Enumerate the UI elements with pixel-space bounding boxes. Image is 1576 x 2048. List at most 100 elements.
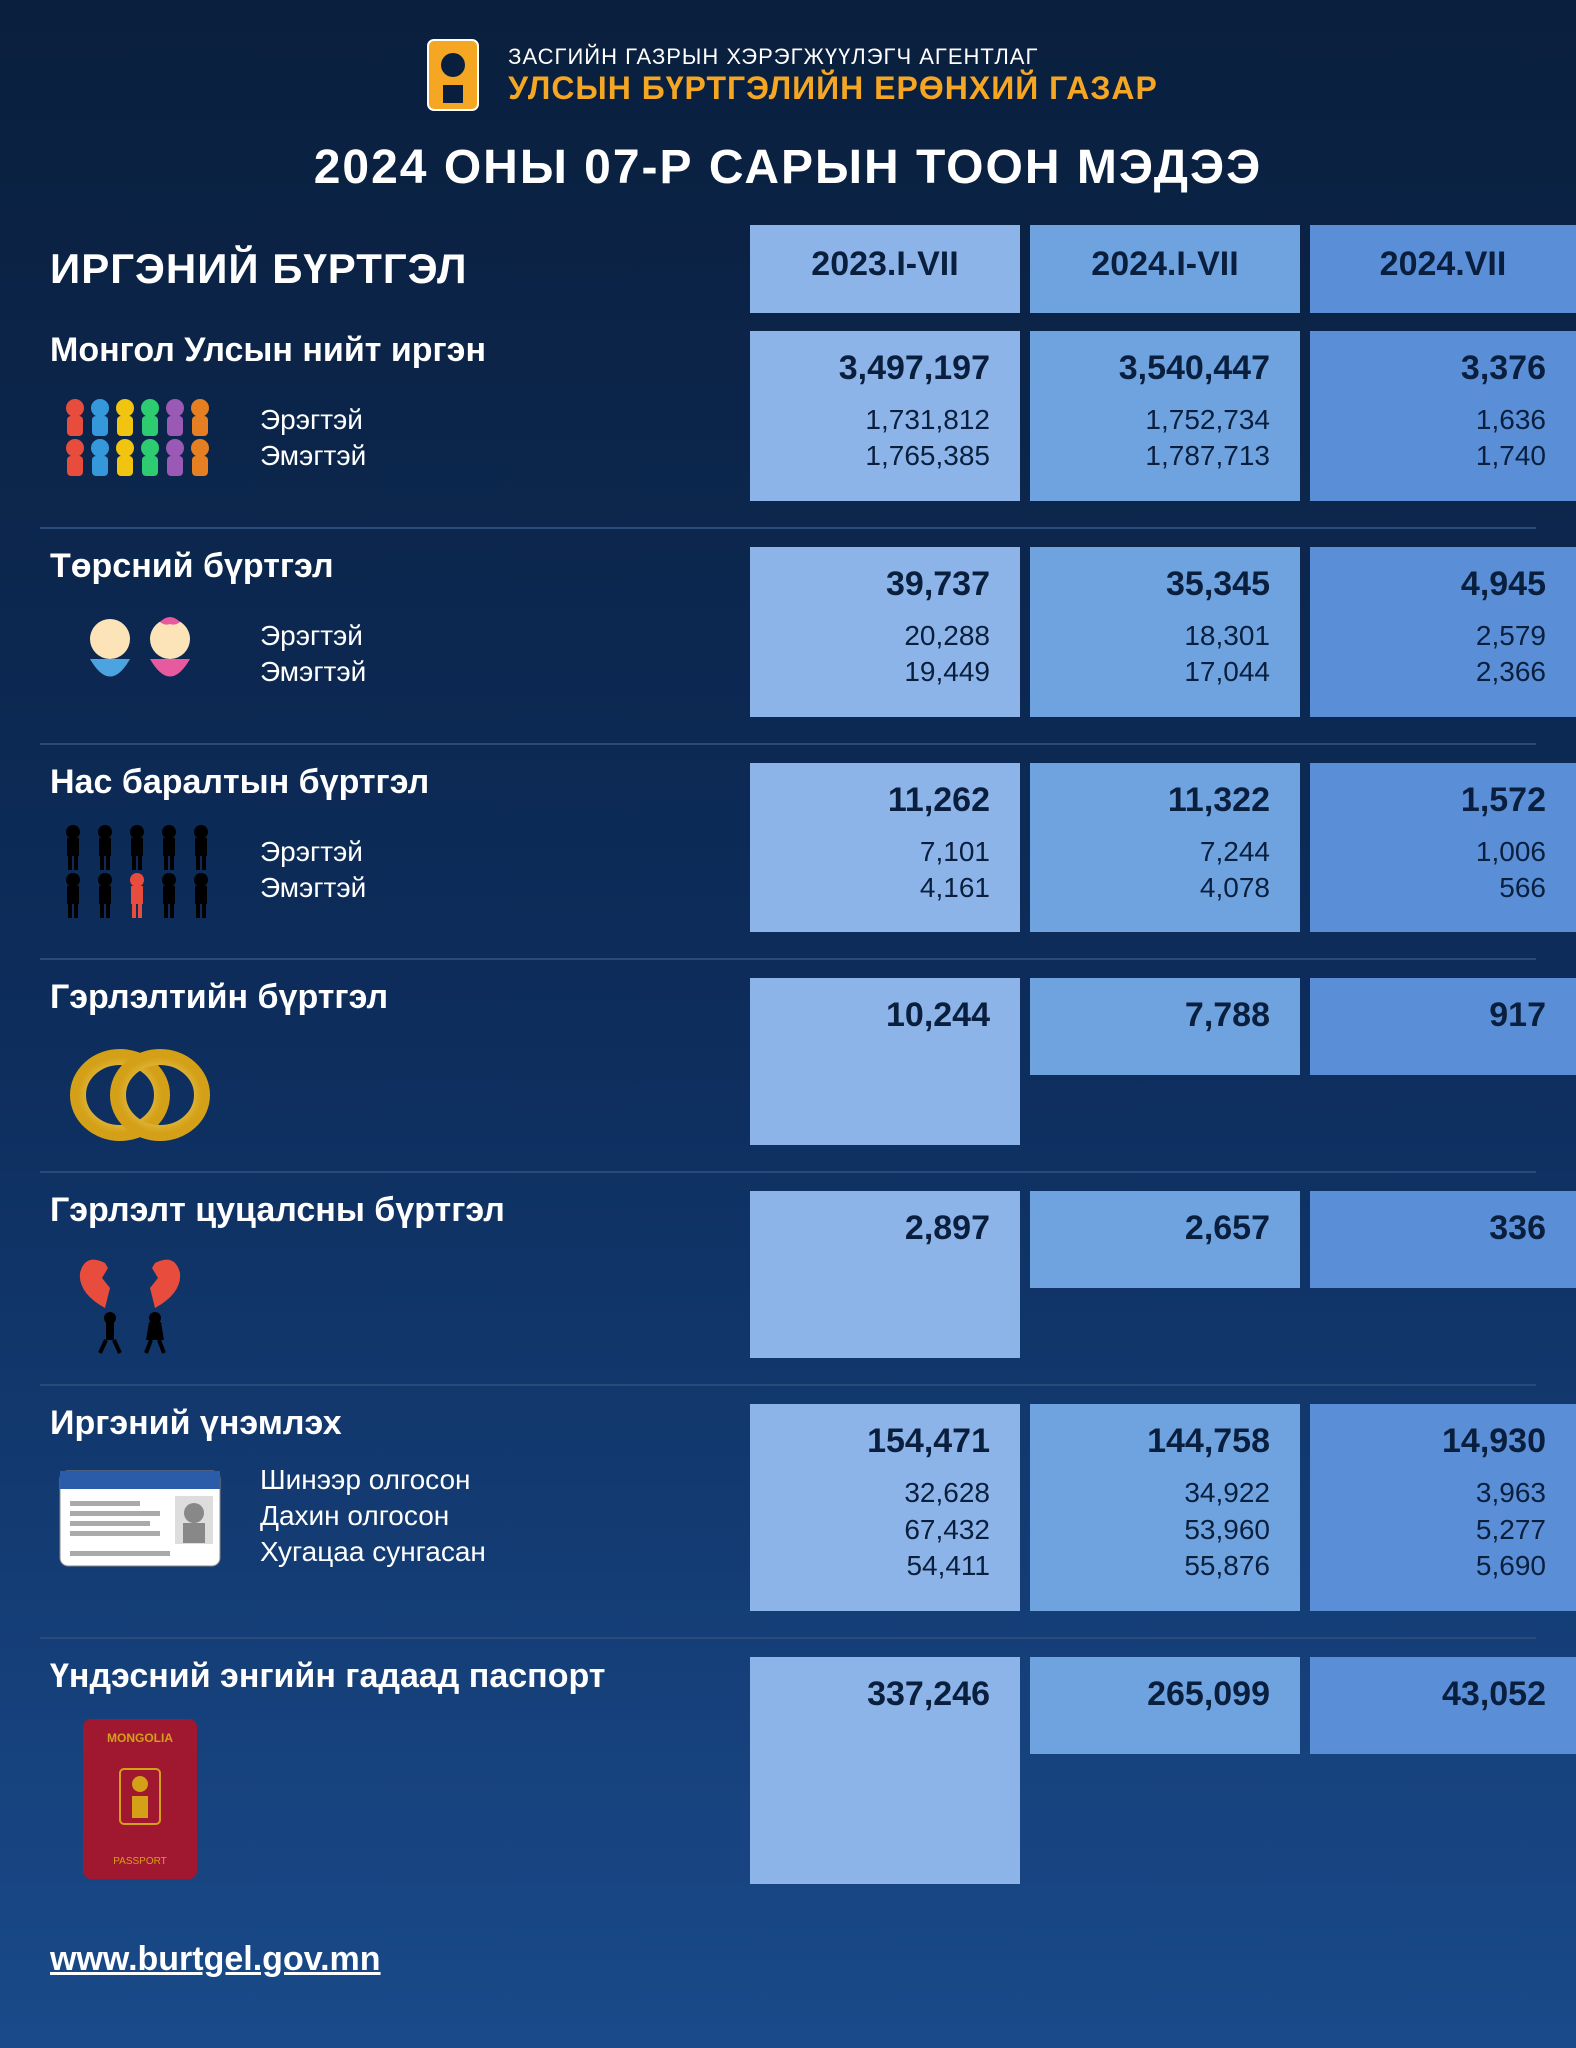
row-label-cell: Төрсний бүртгэл Эрэгтэй Эмэгтэй (40, 547, 740, 704)
value-sub: 18,301 (1040, 618, 1270, 654)
sub-label: Дахин олгосон (260, 1500, 486, 1532)
row-label-cell: Иргэний үнэмлэхШинээр олгосонДахин олгос… (40, 1404, 740, 1571)
value-main: 144,758 (1040, 1422, 1270, 1461)
data-row: Үндэсний энгийн гадаад паспорт MONGOLIA PA… (40, 1639, 1536, 1910)
value-sub: 1,731,812 (760, 402, 990, 438)
sub-label: Эмэгтэй (260, 440, 366, 472)
data-row: Иргэний үнэмлэхШинээр олгосонДахин олгос… (40, 1386, 1536, 1638)
row-label-cell: Гэрлэлт цуцалсны бүртгэл (40, 1191, 740, 1358)
value-sub: 1,740 (1320, 438, 1546, 474)
row-title: Нас баралтын бүртгэл (50, 763, 740, 802)
value-cell: 39,73720,28819,449 (750, 547, 1020, 717)
footer-url[interactable]: www.burtgel.gov.mn (40, 1940, 1536, 1979)
value-main: 917 (1320, 996, 1546, 1035)
value-main: 1,572 (1320, 781, 1546, 820)
value-cell: 7,788 (1030, 978, 1300, 1075)
value-sub: 32,628 (760, 1475, 990, 1511)
data-row: Монгол Улсын нийт иргэн Эрэгтэй Эмэгтэй 3,4… (40, 313, 1536, 529)
row-sub-block (50, 1035, 740, 1145)
svg-text:PASSPORT: PASSPORT (113, 1856, 167, 1867)
value-sub: 20,288 (760, 618, 990, 654)
value-cell: 35,345 18,30117,044 (1030, 547, 1300, 717)
value-cell: 337,246 (750, 1657, 1020, 1884)
value-sub: 19,449 (760, 654, 990, 690)
data-row: Гэрлэлтийн бүртгэл10,2447,788917 (40, 960, 1536, 1173)
page-header: ЗАСГИЙН ГАЗРЫН ХЭРЭГЖҮҮЛЭГЧ АГЕНТЛАГ УЛС… (40, 30, 1536, 195)
rings-icon (50, 1035, 230, 1145)
broken-heart-icon (50, 1248, 230, 1358)
value-cell: 43,052 (1310, 1657, 1576, 1754)
value-cell: 144,75834,92253,96055,876 (1030, 1404, 1300, 1610)
rows-container: Монгол Улсын нийт иргэн Эрэгтэй Эмэгтэй 3,4… (40, 313, 1536, 1910)
value-sub: 3,963 (1320, 1475, 1546, 1511)
agency-text: ЗАСГИЙН ГАЗРЫН ХЭРЭГЖҮҮЛЭГЧ АГЕНТЛАГ УЛС… (508, 44, 1158, 107)
row-title: Төрсний бүртгэл (50, 547, 740, 586)
row-sub-block: Эрэгтэй Эмэгтэй (50, 604, 740, 704)
value-main: 2,657 (1040, 1209, 1270, 1248)
value-sub: 1,765,385 (760, 438, 990, 474)
col-header-3: 2024.VII (1310, 225, 1576, 313)
value-main: 4,945 (1320, 565, 1546, 604)
main-title: 2024 ОНЫ 07-Р САРЫН ТООН МЭДЭЭ (40, 140, 1536, 195)
row-label-cell: Монгол Улсын нийт иргэн Эрэгтэй Эмэгтэй (40, 331, 740, 488)
row-sub-block: Эрэгтэй Эмэгтэй (50, 388, 740, 488)
sub-labels: Шинээр олгосонДахин олгосонХугацаа сунга… (260, 1464, 486, 1568)
value-main: 3,376 (1320, 349, 1546, 388)
value-main: 35,345 (1040, 565, 1270, 604)
value-sub: 4,161 (760, 870, 990, 906)
sub-labels: ЭрэгтэйЭмэгтэй (260, 836, 366, 904)
value-sub: 1,752,734 (1040, 402, 1270, 438)
value-main: 10,244 (760, 996, 990, 1035)
value-main: 2,897 (760, 1209, 990, 1248)
value-sub: 1,636 (1320, 402, 1546, 438)
value-sub: 54,411 (760, 1548, 990, 1584)
row-title: Үндэсний энгийн гадаад паспорт (50, 1657, 740, 1696)
value-sub: 5,277 (1320, 1512, 1546, 1548)
value-main: 154,471 (760, 1422, 990, 1461)
value-sub: 67,432 (760, 1512, 990, 1548)
sub-label: Эрэгтэй (260, 620, 366, 652)
value-main: 43,052 (1320, 1675, 1546, 1714)
data-row: Нас баралтын бүртгэл ЭрэгтэйЭмэгтэй 11,262… (40, 745, 1536, 961)
value-sub: 566 (1320, 870, 1546, 906)
value-sub: 34,922 (1040, 1475, 1270, 1511)
id-card-icon (50, 1461, 230, 1571)
col-header-2: 2024.I-VII (1030, 225, 1300, 313)
data-row: Төрсний бүртгэл Эрэгтэй Эмэгтэй 39,73720,28… (40, 529, 1536, 745)
state-emblem-icon (418, 30, 488, 120)
value-main: 337,246 (760, 1675, 990, 1714)
value-cell: 1,5721,006566 (1310, 763, 1576, 933)
agency-subtitle: ЗАСГИЙН ГАЗРЫН ХЭРЭГЖҮҮЛЭГЧ АГЕНТЛАГ (508, 44, 1158, 70)
value-main: 3,540,447 (1040, 349, 1270, 388)
row-label-cell: Гэрлэлтийн бүртгэл (40, 978, 740, 1145)
sub-label: Эмэгтэй (260, 656, 366, 688)
value-cell: 10,244 (750, 978, 1020, 1145)
value-cell: 2,897 (750, 1191, 1020, 1358)
col-header-1: 2023.I-VII (750, 225, 1020, 313)
row-title: Гэрлэлт цуцалсны бүртгэл (50, 1191, 740, 1230)
people-red-icon (50, 820, 230, 920)
value-cell: 2,657 (1030, 1191, 1300, 1288)
value-cell: 3,540,4471,752,7341,787,713 (1030, 331, 1300, 501)
row-title: Монгол Улсын нийт иргэн (50, 331, 740, 370)
value-sub: 17,044 (1040, 654, 1270, 690)
svg-text:MONGOLIA: MONGOLIA (107, 1731, 173, 1745)
row-sub-block (50, 1248, 740, 1358)
value-main: 3,497,197 (760, 349, 990, 388)
sub-label: Хугацаа сунгасан (260, 1536, 486, 1568)
column-headers: ИРГЭНИЙ БҮРТГЭЛ 2023.I-VII 2024.I-VII 20… (40, 225, 1536, 313)
sub-label: Эрэгтэй (260, 836, 366, 868)
row-sub-block: MONGOLIA PASSPORT (50, 1714, 740, 1884)
sub-label: Эрэгтэй (260, 404, 366, 436)
value-cell: 11,2627,1014,161 (750, 763, 1020, 933)
crowd-icon (50, 388, 230, 488)
data-table: ИРГЭНИЙ БҮРТГЭЛ 2023.I-VII 2024.I-VII 20… (40, 225, 1536, 1910)
value-cell: 917 (1310, 978, 1576, 1075)
value-main: 7,788 (1040, 996, 1270, 1035)
data-row: Гэрлэлт цуцалсны бүртгэл2,8972,657336 (40, 1173, 1536, 1386)
value-sub: 5,690 (1320, 1548, 1546, 1584)
value-cell: 11,3227,2444,078 (1030, 763, 1300, 933)
passport-icon: MONGOLIA PASSPORT (50, 1714, 230, 1884)
value-cell: 336 (1310, 1191, 1576, 1288)
value-sub: 7,244 (1040, 834, 1270, 870)
